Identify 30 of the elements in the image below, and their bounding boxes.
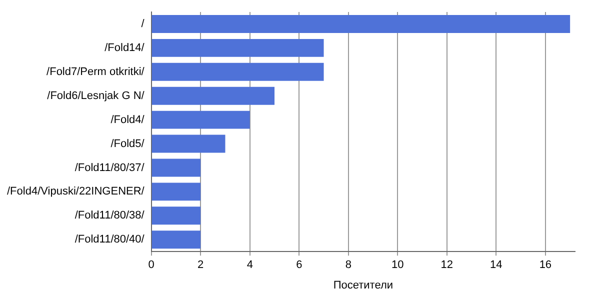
y-tick-label: / [141,18,146,30]
x-tick-label: 14 [490,259,502,272]
y-tick-label: /Fold11/80/40/ [74,234,146,246]
y-tick-label: /Fold4/ [110,114,146,126]
x-tick-label: 6 [296,259,302,272]
y-tick-label: /Fold5/ [110,138,146,150]
bar [152,134,226,153]
bar [152,110,250,129]
bar [152,230,201,249]
x-tick-label: 0 [148,259,154,272]
x-tick-label: 10 [392,259,404,272]
y-tick-label: /Fold4/Vipuski/22INGENER/ [6,186,146,198]
x-axis-title: Посетители [333,279,394,292]
bar [152,158,201,177]
bar [152,38,324,57]
bar [152,86,275,105]
x-tick-label: 12 [440,259,454,272]
y-tick-label: /Fold14/ [104,42,146,54]
y-tick-label: /Fold11/80/37/ [74,162,146,174]
x-tick-label: 8 [345,259,352,272]
y-tick-label: /Fold11/80/38/ [74,210,146,222]
bar [152,206,201,225]
x-tick-label: 2 [198,259,204,272]
bar [152,182,201,201]
bar [152,62,324,81]
y-tick-label: /Fold6/Lesnjak G N/ [47,90,146,102]
bar [152,14,570,33]
x-tick-label: 16 [539,259,552,272]
y-tick-label: /Fold7/Perm otkritki/ [46,66,146,78]
x-tick-label: 4 [246,259,253,272]
